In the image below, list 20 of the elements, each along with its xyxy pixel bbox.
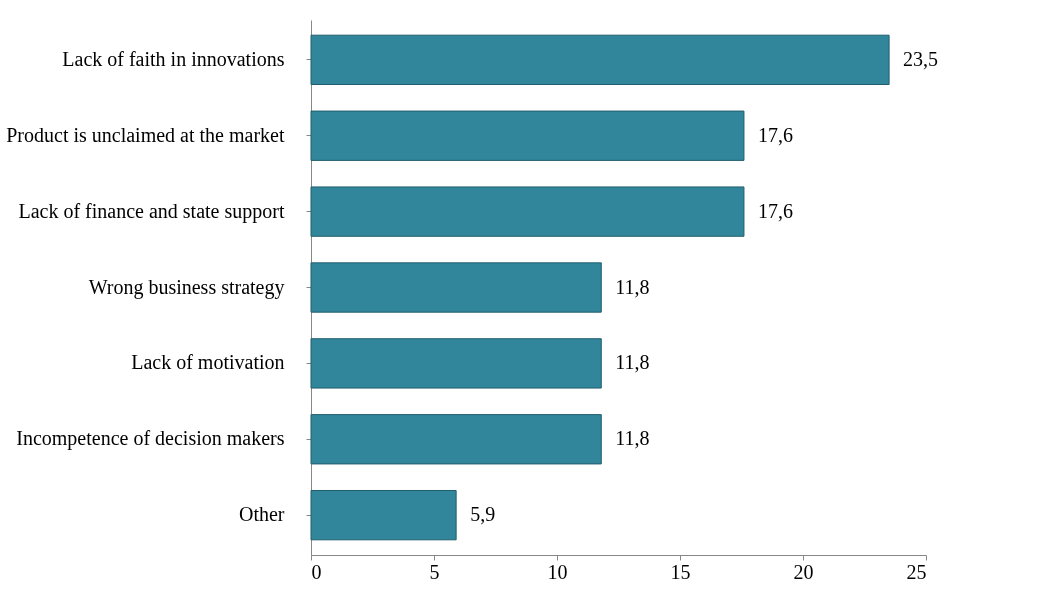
y-tick-label: Lack of faith in innovations xyxy=(62,47,285,70)
data-label: 11,8 xyxy=(615,427,650,450)
data-label: 23,5 xyxy=(903,47,939,70)
data-label: 5,9 xyxy=(470,503,496,526)
data-label: 17,6 xyxy=(757,123,793,146)
y-tick-label: Other xyxy=(238,503,285,526)
data-label: 17,6 xyxy=(757,199,793,222)
x-tick-label: 10 xyxy=(547,560,568,583)
data-label: 11,8 xyxy=(615,351,650,374)
x-tick-label: 20 xyxy=(793,560,814,583)
y-tick-label: Lack of finance and state support xyxy=(18,199,285,223)
x-tick-label: 0 xyxy=(311,560,322,583)
y-tick-label: Product is unclaimed at the market xyxy=(6,123,285,146)
y-tick-label: Wrong business strategy xyxy=(88,275,285,299)
y-tick-label: Incompetence of decision makers xyxy=(16,427,285,451)
data-label: 11,8 xyxy=(615,275,650,298)
x-tick-label: 5 xyxy=(429,560,440,583)
x-tick-label: 25 xyxy=(906,560,927,583)
y-tick-label: Lack of motivation xyxy=(131,351,285,374)
x-tick-label: 15 xyxy=(670,560,691,583)
